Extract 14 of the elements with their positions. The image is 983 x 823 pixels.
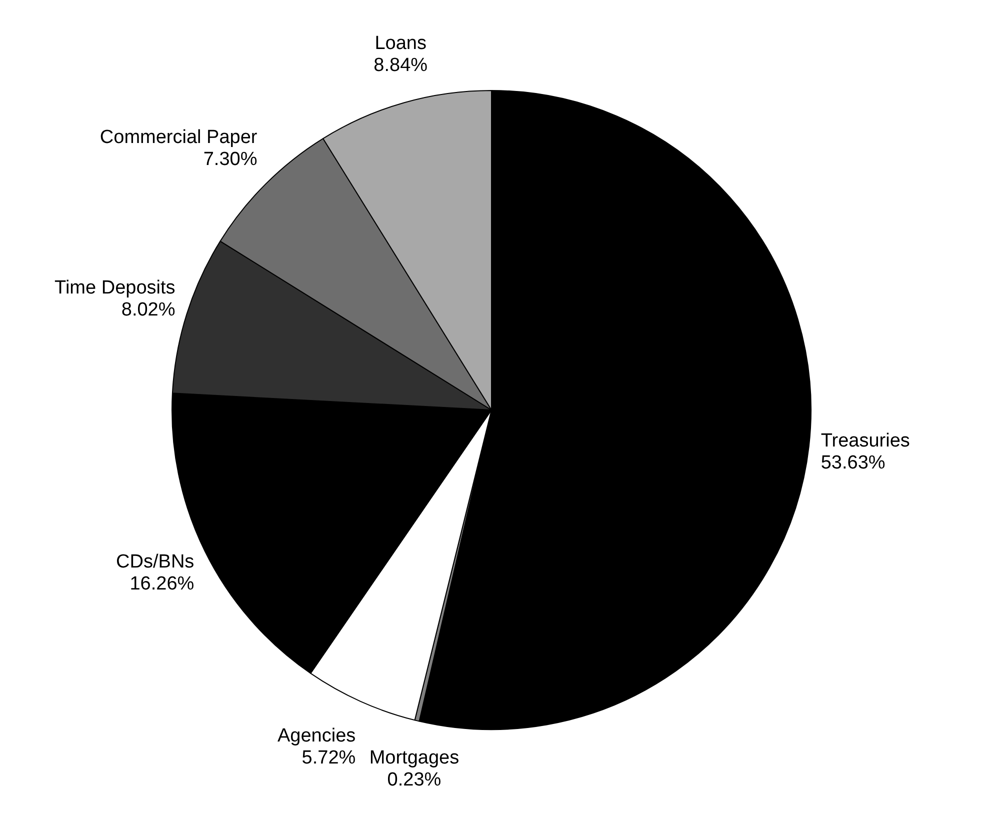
slice-label: Time Deposits bbox=[54, 277, 176, 298]
slice-label: Commercial Paper bbox=[100, 126, 258, 148]
data-label: 8.84% bbox=[374, 54, 428, 76]
slice-label: Agencies bbox=[277, 725, 356, 746]
slice-label: Treasuries bbox=[820, 430, 910, 452]
data-label: 53.63% bbox=[820, 452, 886, 474]
data-label: 5.72% bbox=[302, 747, 356, 768]
data-label: 8.02% bbox=[121, 299, 176, 320]
slice-label: Mortgages bbox=[369, 748, 460, 769]
slice-label: Loans bbox=[374, 32, 427, 54]
data-label: 0.23% bbox=[387, 770, 442, 791]
slice-label: CDs/BNs bbox=[116, 552, 194, 573]
data-label: 16.26% bbox=[130, 574, 194, 595]
data-label: 7.30% bbox=[203, 148, 258, 170]
